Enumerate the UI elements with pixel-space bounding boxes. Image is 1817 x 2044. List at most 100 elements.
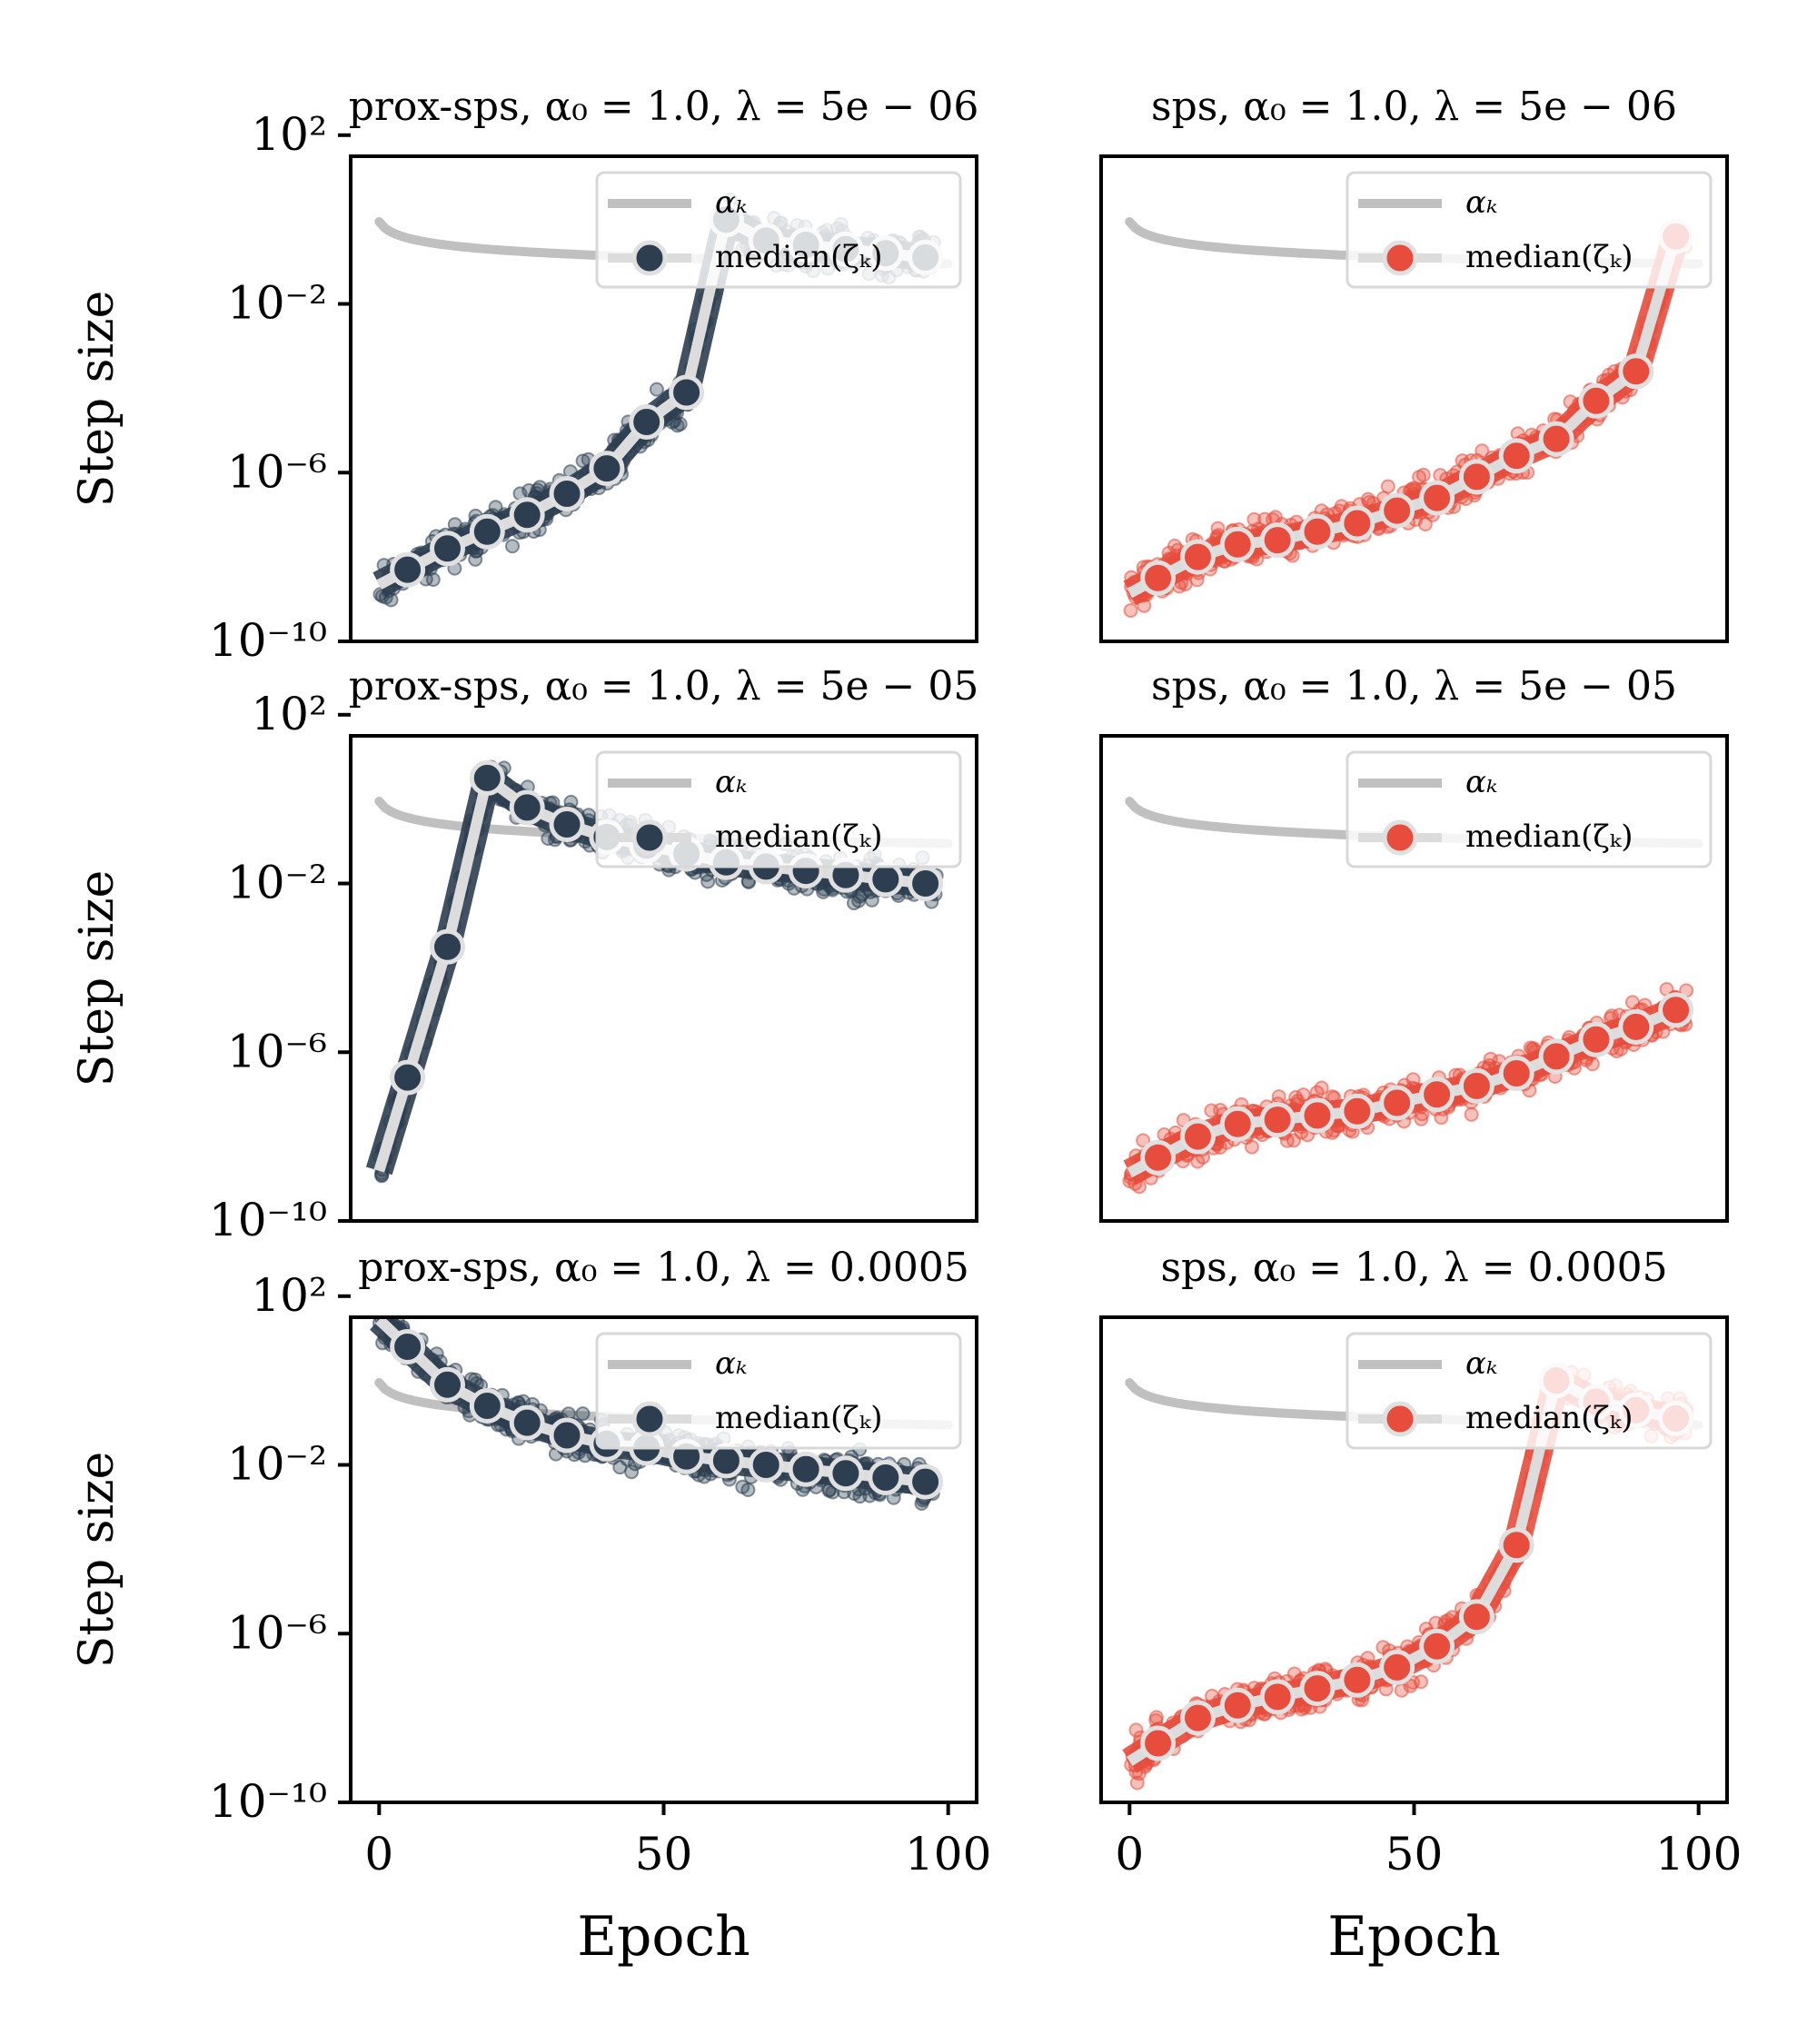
median-marker: [1458, 459, 1494, 495]
median-marker: [549, 1417, 585, 1454]
median-marker: [549, 807, 585, 842]
step-size-point: [468, 551, 483, 567]
median-marker: [1498, 438, 1534, 474]
axes-frame: [1099, 734, 1729, 1223]
y-tick-label: 10⁻²: [227, 1438, 327, 1491]
legend-median-swatch-marker: [631, 1401, 668, 1437]
x-tick-label: 100: [905, 1828, 991, 1880]
step-size-point: [541, 831, 556, 846]
legend-median-label: median(ζₖ): [715, 239, 883, 275]
median-marker: [469, 1388, 505, 1424]
median-marker: [868, 1460, 904, 1495]
legend-alpha-label: αₖ: [715, 1345, 747, 1382]
median-marker: [430, 1366, 465, 1403]
y-tick-label: 10⁻¹⁰: [209, 1775, 327, 1828]
median-marker: [1618, 353, 1654, 390]
median-marker: [1458, 1599, 1494, 1635]
legend-median-label: median(ζₖ): [1465, 239, 1633, 275]
median-marker: [1578, 382, 1614, 419]
median-marker: [1498, 1056, 1534, 1091]
legend: αₖ median(ζₖ): [595, 1332, 962, 1450]
subplot-title: sps, α₀ = 1.0, λ = 5e − 06: [1151, 84, 1677, 130]
y-tick-label: 10⁻⁶: [227, 445, 327, 498]
median-marker: [430, 531, 465, 567]
step-size-point: [1380, 479, 1395, 494]
step-size-point: [521, 482, 537, 498]
legend: αₖ median(ζₖ): [1345, 750, 1713, 868]
step-size-point: [1314, 1080, 1329, 1096]
step-size-point: [376, 1303, 389, 1315]
median-marker: [390, 1059, 426, 1096]
legend-median-swatch-marker: [1382, 240, 1418, 276]
legend-median-label: median(ζₖ): [715, 819, 883, 855]
y-tick-label: 10⁻⁶: [227, 1606, 327, 1659]
median-marker: [1419, 1077, 1455, 1113]
y-tick-label: 10⁻²: [227, 277, 327, 330]
x-tick-label: 50: [1385, 1828, 1444, 1880]
step-size-point: [624, 1464, 640, 1480]
median-marker: [908, 1464, 944, 1500]
subplot-title: prox-sps, α₀ = 1.0, λ = 5e − 05: [349, 663, 979, 709]
y-tick-label: 10²: [251, 108, 327, 161]
median-marker: [1299, 1097, 1335, 1134]
subplot-1: αₖ median(ζₖ) prox-sps, α₀ = 1.0, λ = 5e −…: [70, 84, 978, 667]
legend-median-swatch-marker: [631, 819, 668, 856]
legend-alpha-label: αₖ: [715, 184, 747, 221]
median-marker: [1339, 505, 1375, 541]
y-tick-label: 10²: [251, 688, 327, 740]
step-size-point: [1190, 1154, 1206, 1169]
median-marker: [1299, 1671, 1335, 1707]
legend: αₖ median(ζₖ): [595, 171, 962, 289]
median-marker: [469, 513, 505, 550]
step-size-point: [1246, 511, 1262, 527]
step-size-point: [1474, 443, 1490, 459]
step-size-point: [373, 1298, 386, 1311]
step-size-point: [1375, 1640, 1391, 1655]
y-tick-label: 10⁻²: [227, 857, 327, 909]
median-marker: [788, 1451, 824, 1487]
axes-frame: [349, 154, 978, 643]
median-marker: [1259, 522, 1296, 559]
median-marker: [1379, 492, 1415, 529]
median-marker: [1299, 513, 1335, 550]
step-size-point: [1257, 511, 1273, 527]
median-marker: [589, 451, 625, 487]
axes-frame: [1099, 154, 1729, 643]
y-tick-label: 10⁻⁶: [227, 1025, 327, 1077]
median-marker: [390, 1329, 426, 1364]
median-marker: [1339, 1662, 1375, 1698]
step-size-point: [575, 453, 591, 469]
median-marker: [1618, 1008, 1654, 1045]
axes-frame: [349, 734, 978, 1223]
median-marker: [669, 374, 705, 411]
legend-median-swatch-marker: [1382, 819, 1418, 856]
median-marker: [1219, 526, 1256, 562]
median-marker: [509, 789, 545, 826]
legend: αₖ median(ζₖ): [595, 750, 962, 868]
median-marker: [908, 866, 944, 901]
median-marker: [509, 497, 545, 533]
subplot-title: sps, α₀ = 1.0, λ = 0.0005: [1160, 1245, 1667, 1291]
legend-alpha-label: αₖ: [715, 764, 747, 800]
legend-median-swatch-marker: [1382, 1401, 1418, 1437]
x-axis-label: Epoch: [1327, 1905, 1501, 1969]
step-size-point: [649, 382, 664, 397]
step-size-point: [735, 1479, 750, 1494]
y-axis-label: Step size: [70, 291, 124, 508]
subplot-5: αₖ median(ζₖ) prox-sps, α₀ = 1.0, λ = 0.00…: [70, 1245, 991, 1969]
step-size-point: [1412, 470, 1427, 485]
y-tick-label: 10⁻¹⁰: [209, 1194, 327, 1246]
step-size-point: [1128, 1722, 1144, 1738]
median-marker: [1140, 1139, 1177, 1176]
x-tick-label: 0: [1115, 1828, 1144, 1880]
legend: αₖ median(ζₖ): [1345, 171, 1713, 289]
median-marker: [1339, 1093, 1375, 1129]
subplot-3: αₖ median(ζₖ) prox-sps, α₀ = 1.0, λ = 5e −…: [70, 663, 978, 1246]
x-tick-label: 50: [635, 1828, 693, 1880]
median-marker: [469, 759, 505, 796]
y-axis-label: Step size: [70, 1452, 124, 1669]
subplot-title: prox-sps, α₀ = 1.0, λ = 5e − 06: [349, 84, 979, 130]
legend-median-label: median(ζₖ): [1465, 1400, 1633, 1436]
median-marker: [1379, 1085, 1415, 1121]
